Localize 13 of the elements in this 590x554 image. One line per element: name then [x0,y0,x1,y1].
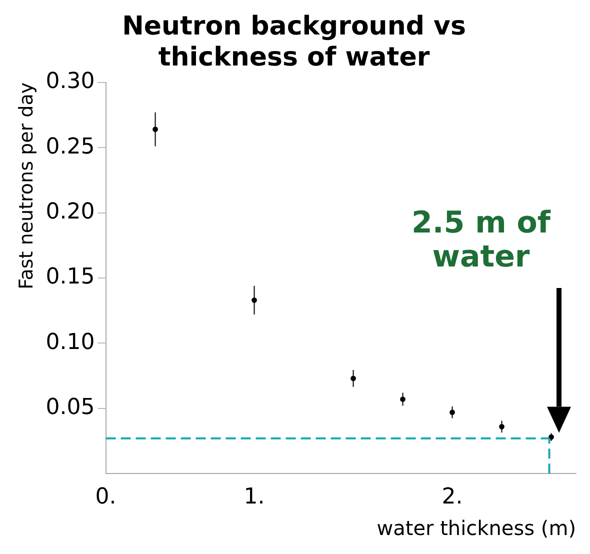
annotation: 2.5 m of water [412,205,552,274]
x-tick-label: 1. [244,484,265,510]
y-tick-label: 0.30 [46,69,95,94]
y-tick-label: 0.20 [46,200,95,225]
y-tick-label: 0.10 [46,330,95,355]
y-tick-label: 0.05 [46,395,95,420]
x-axis-title: water thickness (m) [376,516,576,540]
y-tick-label: 0.15 [46,264,95,290]
chart-title: Neutron background vs thickness of water [122,11,466,73]
y-tick-label: 0.25 [46,134,95,160]
y-axis-title: Fast neutrons per day [15,82,38,290]
x-tick-label: 0. [95,484,116,510]
x-tick-label: 2. [442,484,463,510]
